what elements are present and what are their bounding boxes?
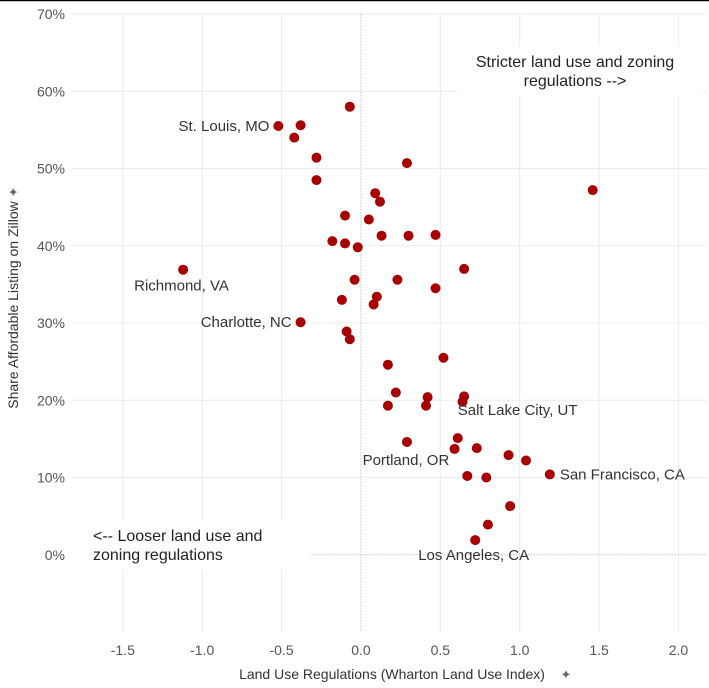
data-point[interactable]: [371, 291, 382, 302]
data-point[interactable]: [421, 400, 432, 411]
data-point[interactable]: [422, 392, 433, 403]
point-label: St. Louis, MO: [179, 118, 270, 135]
data-point[interactable]: [470, 535, 481, 546]
pin-icon[interactable]: ✦: [6, 186, 21, 197]
data-point[interactable]: [482, 519, 493, 530]
data-point[interactable]: [376, 230, 387, 241]
data-point[interactable]: [382, 359, 393, 370]
y-tick-label: 30%: [37, 315, 65, 331]
x-tick-label: -0.5: [269, 642, 293, 658]
data-point[interactable]: [505, 501, 516, 512]
data-point[interactable]: [401, 158, 412, 169]
data-point[interactable]: [481, 472, 492, 483]
data-point[interactable]: [374, 196, 385, 207]
data-point[interactable]: [471, 443, 482, 454]
y-tick-label: 10%: [37, 470, 65, 486]
y-tick-label: 60%: [37, 83, 65, 99]
x-tick-label: -1.0: [190, 642, 214, 658]
data-point[interactable]: [452, 433, 463, 444]
data-point[interactable]: [273, 121, 284, 132]
x-tick-label: 1.5: [589, 642, 609, 658]
annotation-looser-line-1: <-- Looser land use and: [93, 528, 262, 545]
point-label: Salt Lake City, UT: [458, 402, 578, 419]
data-point[interactable]: [363, 214, 374, 225]
data-point[interactable]: [438, 352, 449, 363]
data-point[interactable]: [430, 229, 441, 240]
data-point[interactable]: [370, 188, 381, 199]
data-point[interactable]: [178, 264, 189, 275]
data-points: [178, 101, 598, 546]
data-point[interactable]: [289, 132, 300, 143]
point-label: Richmond, VA: [134, 278, 229, 295]
x-tick-label: -1.5: [111, 642, 135, 658]
annotation-stricter-bg: [458, 46, 702, 96]
y-tick-label: 40%: [37, 238, 65, 254]
data-point[interactable]: [462, 470, 473, 481]
data-point[interactable]: [544, 469, 555, 480]
data-point[interactable]: [352, 242, 363, 253]
data-point[interactable]: [341, 326, 352, 337]
y-tick-label: 0%: [45, 547, 65, 563]
x-tick-label: 1.0: [510, 642, 530, 658]
y-tick-label: 20%: [37, 392, 65, 408]
data-point[interactable]: [587, 185, 598, 196]
gridlines: [72, 13, 707, 632]
data-point[interactable]: [344, 101, 355, 112]
annotation-stricter-line-2: regulations -->: [524, 73, 627, 90]
data-point[interactable]: [311, 152, 322, 163]
data-point[interactable]: [403, 230, 414, 241]
data-point[interactable]: [459, 263, 470, 274]
data-point[interactable]: [295, 317, 306, 328]
x-axis-tick-labels: -1.5 -1.0 -0.5 0.0 0.5 1.0 1.5 2.0: [111, 642, 689, 658]
x-tick-label: 0.5: [431, 642, 451, 658]
data-point[interactable]: [344, 334, 355, 345]
pin-icon[interactable]: ✦: [561, 667, 572, 682]
data-point[interactable]: [349, 274, 360, 285]
y-axis-label: Share Affordable Listing on Zillow: [5, 200, 21, 408]
x-axis-label: Land Use Regulations (Wharton Land Use I…: [239, 666, 545, 682]
data-point[interactable]: [340, 238, 351, 249]
point-label: Los Angeles, CA: [418, 547, 529, 564]
data-point[interactable]: [521, 455, 532, 466]
x-axis-title: Land Use Regulations (Wharton Land Use I…: [239, 666, 571, 682]
data-point[interactable]: [390, 387, 401, 398]
point-label: Charlotte, NC: [201, 314, 292, 331]
annotation-looser-bg: [72, 520, 310, 570]
data-point[interactable]: [457, 396, 468, 407]
data-point[interactable]: [449, 443, 460, 454]
data-point[interactable]: [295, 120, 306, 131]
x-tick-label: 0.0: [351, 642, 371, 658]
data-point[interactable]: [401, 436, 412, 447]
data-point[interactable]: [327, 236, 338, 247]
point-label: San Francisco, CA: [560, 466, 685, 483]
data-point[interactable]: [311, 175, 322, 186]
y-axis-title: Share Affordable Listing on Zillow ✦: [5, 186, 21, 408]
y-axis-tick-labels: 0% 10% 20% 30% 40% 50% 60% 70%: [37, 6, 65, 563]
x-tick-label: 2.0: [669, 642, 689, 658]
y-tick-label: 50%: [37, 161, 65, 177]
data-point[interactable]: [503, 450, 514, 461]
point-label: Portland, OR: [363, 452, 450, 469]
data-point[interactable]: [336, 294, 347, 305]
data-point[interactable]: [340, 210, 351, 221]
data-point[interactable]: [368, 299, 379, 310]
data-point[interactable]: [382, 400, 393, 411]
annotation-looser-line-2: zoning regulations: [93, 547, 223, 564]
y-tick-label: 70%: [37, 6, 65, 22]
data-point[interactable]: [392, 274, 403, 285]
data-point[interactable]: [430, 283, 441, 294]
annotations: Stricter land use and zoning regulations…: [72, 46, 702, 570]
point-labels: St. Louis, MO Richmond, VA Charlotte, NC Sa…: [134, 118, 685, 564]
annotation-stricter-line-1: Stricter land use and zoning: [476, 54, 674, 71]
